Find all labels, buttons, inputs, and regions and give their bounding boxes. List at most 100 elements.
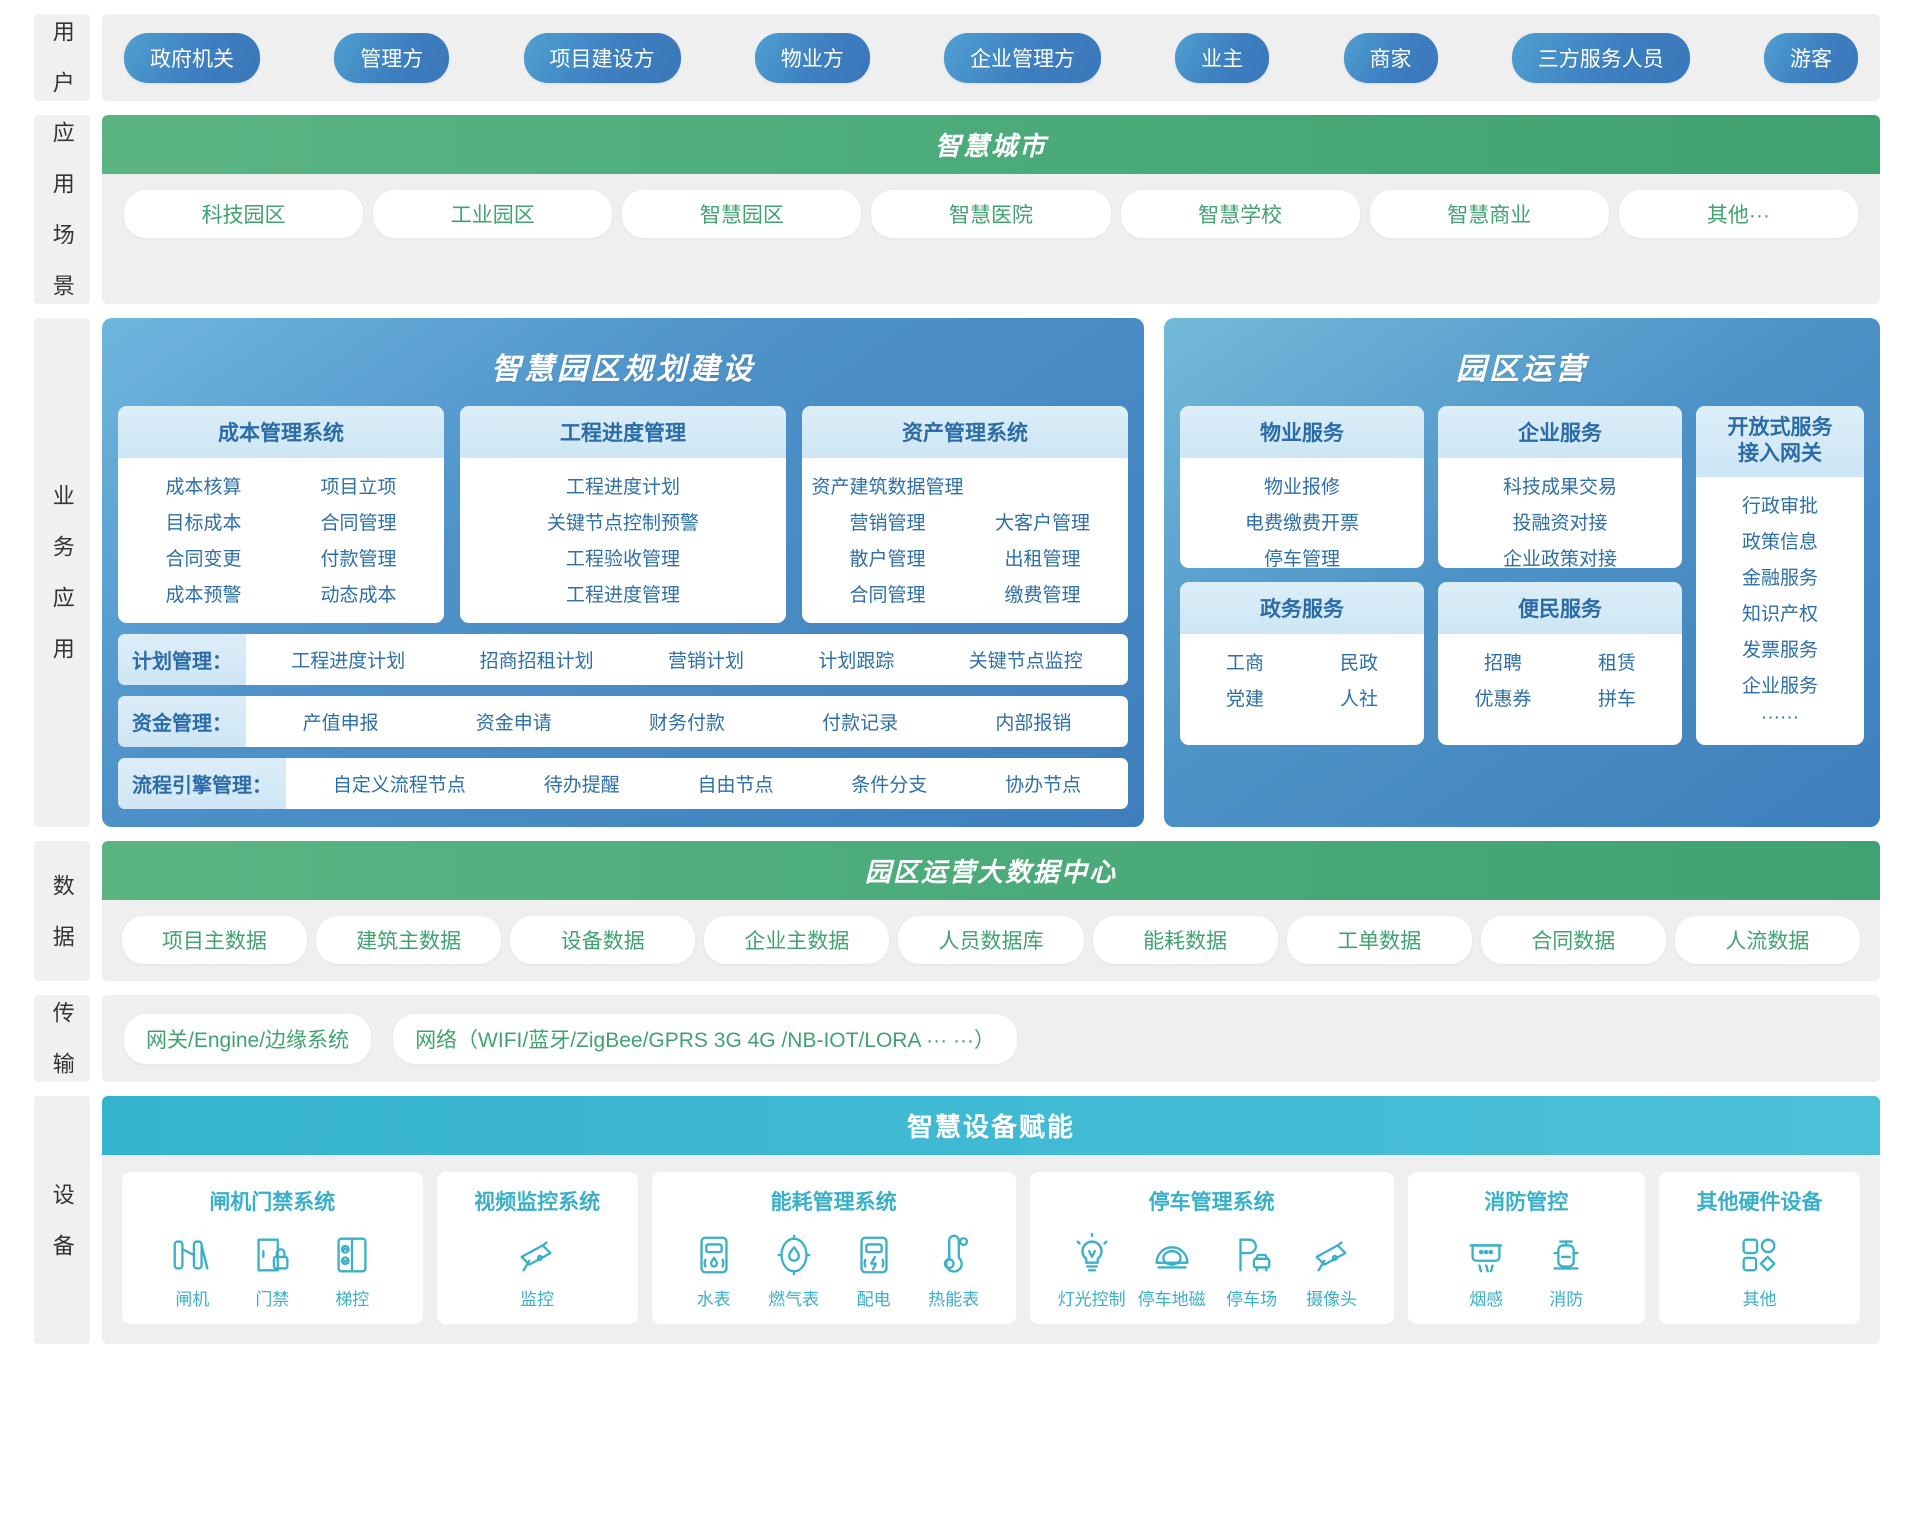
user-pill-0[interactable]: 政府机关 xyxy=(124,32,260,83)
scene-chip-2[interactable]: 智慧园区 xyxy=(622,190,862,238)
planning-bar-1-item-0[interactable]: 产值申报 xyxy=(302,713,379,734)
device-icon-thermometer-icon[interactable]: 热能表 xyxy=(921,1232,987,1310)
data-chip-1[interactable]: 建筑主数据 xyxy=(316,916,502,964)
planning-bar-0-item-1[interactable]: 招商招租计划 xyxy=(479,651,594,672)
planning-sys-1-item-0[interactable]: 工程进度计划 xyxy=(565,477,680,498)
device-icon-geomagnetic-sensor-icon[interactable]: 停车地磁 xyxy=(1138,1232,1206,1310)
operation-gov-item-2[interactable]: 党建 xyxy=(1225,689,1264,711)
planning-bar-1-item-1[interactable]: 资金申请 xyxy=(475,713,552,734)
planning-sys-1-item-3[interactable]: 工程进度管理 xyxy=(565,585,680,606)
planning-bar-1-item-3[interactable]: 付款记录 xyxy=(822,713,899,734)
user-pill-3[interactable]: 物业方 xyxy=(754,32,870,83)
scene-chip-6[interactable]: 其他··· xyxy=(1618,190,1858,238)
scene-chip-1[interactable]: 工业园区 xyxy=(373,190,613,238)
planning-sys-0-item-4[interactable]: 合同变更 xyxy=(165,549,242,570)
data-chip-5[interactable]: 能耗数据 xyxy=(1092,916,1278,964)
data-chip-7[interactable]: 合同数据 xyxy=(1480,916,1666,964)
planning-bar-0-item-4[interactable]: 关键节点监控 xyxy=(968,651,1083,672)
planning-sys-0-item-2[interactable]: 目标成本 xyxy=(165,513,242,534)
planning-sys-2-item-3[interactable]: 大客户管理 xyxy=(994,513,1090,534)
data-chip-8[interactable]: 人流数据 xyxy=(1674,916,1860,964)
planning-sys-0-item-0[interactable]: 成本核算 xyxy=(165,477,242,498)
planning-sys-2-item-7[interactable]: 缴费管理 xyxy=(1004,585,1081,606)
data-chip-3[interactable]: 企业主数据 xyxy=(704,916,890,964)
planning-bar-1-item-2[interactable]: 财务付款 xyxy=(648,713,725,734)
user-pill-6[interactable]: 商家 xyxy=(1343,32,1438,83)
planning-sys-2-item-5[interactable]: 出租管理 xyxy=(1004,549,1081,570)
device-icon-turnstile-icon[interactable]: 闸机 xyxy=(159,1232,225,1310)
user-pill-7[interactable]: 三方服务人员 xyxy=(1511,32,1690,83)
operation-gateway-item-5[interactable]: 企业服务 xyxy=(1741,675,1818,697)
planning-bar-0-item-3[interactable]: 计划跟踪 xyxy=(818,651,895,672)
planning-sys-0-item-3[interactable]: 合同管理 xyxy=(320,513,397,534)
planning-sys-2-item-0[interactable]: 资产建筑数据管理 xyxy=(811,477,964,498)
planning-bar-0-item-0[interactable]: 工程进度计划 xyxy=(291,651,406,672)
operation-enterprise-item-1[interactable]: 投融资对接 xyxy=(1512,513,1608,534)
operation-gov-item-0[interactable]: 工商 xyxy=(1225,653,1264,675)
operation-convenience-item-0[interactable]: 招聘 xyxy=(1483,653,1522,675)
data-chip-6[interactable]: 工单数据 xyxy=(1286,916,1472,964)
planning-sys-2-item-2[interactable]: 营销管理 xyxy=(849,513,926,534)
operation-gateway-item-3[interactable]: 知识产权 xyxy=(1741,603,1818,625)
user-pill-5[interactable]: 业主 xyxy=(1175,32,1270,83)
device-icon-power-meter-icon[interactable]: 配电 xyxy=(841,1232,907,1310)
user-pill-4[interactable]: 企业管理方 xyxy=(944,32,1101,83)
device-icon-elevator-icon[interactable]: 梯控 xyxy=(319,1232,385,1310)
planning-bar-2-item-2[interactable]: 自由节点 xyxy=(697,775,774,796)
operation-gov-item-3[interactable]: 人社 xyxy=(1339,689,1378,711)
data-chip-2[interactable]: 设备数据 xyxy=(510,916,696,964)
user-pill-1[interactable]: 管理方 xyxy=(334,32,450,83)
operation-property-item-1[interactable]: 电费缴费开票 xyxy=(1244,513,1359,534)
device-icon-parking-icon[interactable]: 停车场 xyxy=(1219,1232,1285,1310)
operation-gateway-item-4[interactable]: 发票服务 xyxy=(1741,639,1818,661)
data-row: 数 据 园区运营大数据中心 项目主数据 建筑主数据 设备数据 企业主数据 人员数据库 能耗… xyxy=(34,841,1880,981)
operation-property-item-0[interactable]: 物业报修 xyxy=(1263,477,1340,498)
operation-convenience-item-2[interactable]: 优惠券 xyxy=(1474,689,1532,711)
device-icon-smoke-detector-icon[interactable]: 烟感 xyxy=(1453,1232,1519,1310)
planning-sys-1-item-2[interactable]: 工程验收管理 xyxy=(565,549,680,570)
device-icon-door-lock-icon[interactable]: 门禁 xyxy=(239,1232,305,1310)
operation-convenience-item-3[interactable]: 拼车 xyxy=(1597,689,1636,711)
planning-bar-0-item-2[interactable]: 营销计划 xyxy=(667,651,744,672)
planning-bar-2-item-3[interactable]: 条件分支 xyxy=(851,775,928,796)
planning-bar-1-item-4[interactable]: 内部报销 xyxy=(995,713,1072,734)
data-chip-0[interactable]: 项目主数据 xyxy=(122,916,308,964)
device-icon-label-3-0: 灯光控制 xyxy=(1057,1290,1126,1309)
user-pill-8[interactable]: 游客 xyxy=(1764,32,1858,83)
planning-sys-0-item-1[interactable]: 项目立项 xyxy=(320,477,397,498)
operation-convenience-item-1[interactable]: 租赁 xyxy=(1597,653,1636,675)
operation-property-item-2[interactable]: 停车管理 xyxy=(1263,549,1340,569)
user-pill-2[interactable]: 项目建设方 xyxy=(523,32,681,83)
operation-gateway-item-6[interactable]: ······ xyxy=(1761,706,1799,728)
planning-sys-0-item-7[interactable]: 动态成本 xyxy=(320,585,397,606)
device-icon-light-bulb-icon[interactable]: 灯光控制 xyxy=(1057,1232,1126,1310)
device-icon-camera-icon[interactable]: 摄像头 xyxy=(1299,1232,1365,1310)
planning-sys-2-item-6[interactable]: 合同管理 xyxy=(849,585,926,606)
transport-chip-0[interactable]: 网关/Engine/边缘系统 xyxy=(124,1013,372,1064)
data-chip-4[interactable]: 人员数据库 xyxy=(898,916,1084,964)
operation-gateway-item-1[interactable]: 政策信息 xyxy=(1741,531,1818,553)
scene-chip-4[interactable]: 智慧学校 xyxy=(1120,190,1360,238)
planning-bar-2-item-1[interactable]: 待办提醒 xyxy=(543,775,620,796)
planning-sys-0-item-6[interactable]: 成本预警 xyxy=(165,585,242,606)
planning-sys-2-item-4[interactable]: 散户管理 xyxy=(849,549,926,570)
scene-chip-5[interactable]: 智慧商业 xyxy=(1369,190,1609,238)
scene-chip-3[interactable]: 智慧医院 xyxy=(871,190,1111,238)
operation-gov-item-1[interactable]: 民政 xyxy=(1339,653,1378,675)
planning-bar-2-item-4[interactable]: 协办节点 xyxy=(1005,775,1082,796)
planning-sys-1-item-1[interactable]: 关键节点控制预警 xyxy=(546,513,699,534)
operation-enterprise-item-2[interactable]: 企业政策对接 xyxy=(1502,549,1617,569)
device-icon-cctv-camera-icon[interactable]: 监控 xyxy=(504,1232,570,1310)
operation-gateway-item-2[interactable]: 金融服务 xyxy=(1741,567,1818,589)
device-icon-blocks-icon[interactable]: 其他 xyxy=(1726,1232,1792,1310)
planning-bar-2-item-0[interactable]: 自定义流程节点 xyxy=(332,775,466,796)
operation-gateway-item-0[interactable]: 行政审批 xyxy=(1741,495,1818,517)
planning-sys-0-item-5[interactable]: 付款管理 xyxy=(320,549,397,570)
operation-enterprise-item-0[interactable]: 科技成果交易 xyxy=(1502,477,1617,498)
scene-chip-0[interactable]: 科技园区 xyxy=(124,190,364,238)
device-icon-fire-hydrant-icon[interactable]: 消防 xyxy=(1533,1232,1599,1310)
device-icon-water-meter-icon[interactable]: 水表 xyxy=(681,1232,747,1310)
scene-panel: 智慧城市 科技园区 工业园区 智慧园区 智慧医院 智慧学校 智慧商业 其他··· xyxy=(102,115,1880,304)
device-icon-gas-meter-icon[interactable]: 燃气表 xyxy=(761,1232,827,1310)
transport-chip-1[interactable]: 网络（WIFI/蓝牙/ZigBee/GPRS 3G 4G /NB-IOT/LOR… xyxy=(393,1013,1017,1064)
